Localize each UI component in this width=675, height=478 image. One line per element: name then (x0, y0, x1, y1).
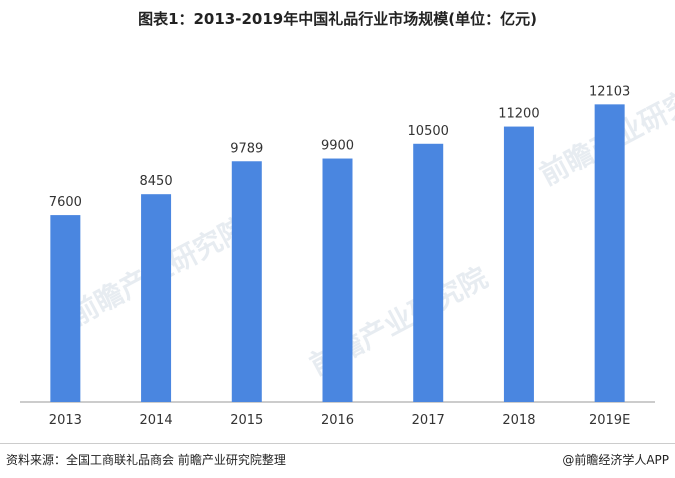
source-note: 资料来源：全国工商联礼品商会 前瞻产业研究院整理 (6, 453, 286, 467)
chart-title: 图表1：2013-2019年中国礼品行业市场规模(单位：亿元) (138, 10, 537, 28)
x-tick-label: 2015 (230, 413, 263, 428)
bar (50, 215, 81, 402)
bar-value-label: 8450 (140, 174, 173, 189)
bar-value-label: 7600 (49, 195, 82, 210)
x-tick-label: 2019E (589, 413, 630, 428)
bar (322, 158, 353, 402)
bar (231, 161, 262, 402)
credit-note: @前瞻经济学人APP (562, 453, 669, 467)
bar-value-label: 10500 (408, 124, 449, 139)
bar-chart: 7600 2013 8450 2014 9789 2015 9900 2016 10500 201… (20, 84, 655, 428)
bar (594, 104, 625, 403)
x-tick-label: 2014 (140, 413, 173, 428)
bar (141, 194, 172, 402)
x-tick-label: 2018 (502, 413, 535, 428)
bar-value-label: 9789 (230, 141, 263, 156)
footer-divider (0, 443, 675, 444)
bar (413, 143, 444, 402)
x-tick-label: 2017 (412, 413, 445, 428)
x-tick-label: 2016 (321, 413, 354, 428)
bar (503, 126, 534, 403)
bar-value-label: 11200 (498, 107, 539, 122)
bar-value-label: 12103 (589, 84, 630, 99)
footer: 资料来源：全国工商联礼品商会 前瞻产业研究院整理 @前瞻经济学人APP (0, 443, 675, 478)
bar-value-label: 9900 (321, 139, 354, 154)
x-tick-label: 2013 (49, 413, 82, 428)
